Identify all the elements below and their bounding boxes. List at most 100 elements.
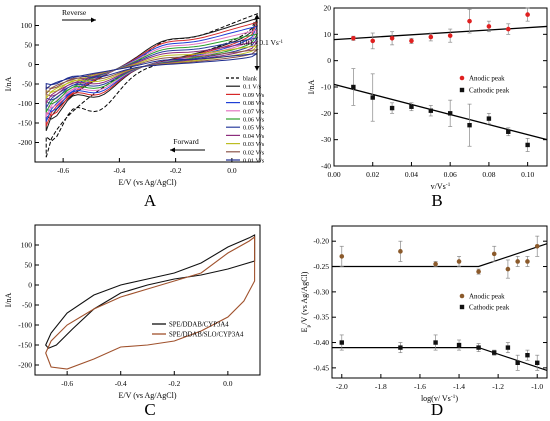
data-point bbox=[433, 261, 438, 267]
y-tick-label: -100 bbox=[18, 321, 32, 330]
legend-label: Cathodic peak bbox=[469, 304, 510, 312]
y-tick-label: 10 bbox=[324, 30, 332, 39]
data-point bbox=[515, 360, 520, 365]
cv-curve-0-04-V-s bbox=[45, 41, 259, 105]
data-point bbox=[456, 259, 462, 264]
legend-label: 0.05 V/s bbox=[243, 125, 265, 132]
y-tick-label: 100 bbox=[21, 241, 33, 250]
scan-range-annotation: 0.01 - 0.1 Vs-1 bbox=[240, 38, 283, 47]
plot-frame bbox=[333, 7, 548, 167]
y-tick-label: -40 bbox=[321, 162, 331, 171]
data-point bbox=[339, 340, 344, 345]
data-point bbox=[409, 38, 414, 44]
data-point bbox=[433, 340, 438, 345]
x-tick-label: -0.4 bbox=[115, 379, 127, 388]
y-tick-label: 50 bbox=[25, 41, 33, 50]
y-tick-label: -30 bbox=[321, 135, 331, 144]
y-tick-label: -100 bbox=[18, 99, 32, 108]
reverse-arrow-head bbox=[91, 17, 96, 23]
x-tick-label: -0.2 bbox=[170, 166, 182, 175]
data-point bbox=[476, 345, 481, 350]
y-tick-label: -0.45 bbox=[313, 363, 329, 372]
x-tick-label: 0.10 bbox=[521, 170, 534, 179]
legend-label: 0.02 V/s bbox=[243, 149, 265, 156]
data-point bbox=[486, 116, 492, 121]
data-point bbox=[506, 129, 511, 134]
cv-curve-0-1-V-s bbox=[45, 17, 259, 131]
y-axis-label: I/nA bbox=[4, 76, 13, 91]
data-point bbox=[370, 95, 375, 100]
plot-frame bbox=[34, 5, 261, 163]
data-point bbox=[456, 342, 462, 348]
y-axis-label: I/nA bbox=[4, 292, 13, 307]
y-tick-label: -10 bbox=[321, 83, 331, 92]
data-point bbox=[467, 122, 472, 128]
data-point bbox=[428, 108, 434, 113]
y-tick-label: 0 bbox=[327, 56, 331, 65]
data-point bbox=[505, 266, 511, 272]
x-axis-label-part: ) bbox=[455, 394, 458, 403]
y-axis-label: Ep/V (vs Ag/AgCl) bbox=[300, 271, 312, 332]
x-tick-label: 0.02 bbox=[366, 170, 379, 179]
legend-marker bbox=[459, 87, 465, 93]
data-point bbox=[467, 18, 472, 24]
scan-range-arrow-head-up bbox=[254, 14, 260, 19]
data-point bbox=[447, 111, 453, 116]
data-point bbox=[351, 35, 356, 41]
data-point bbox=[491, 251, 497, 257]
plot-frame bbox=[331, 225, 548, 379]
data-point bbox=[492, 350, 497, 355]
y-tick-label: -150 bbox=[18, 341, 32, 350]
legend-label: 0.1 V/s bbox=[243, 84, 262, 91]
x-axis-label: E/V (vs Ag/AgCl) bbox=[118, 391, 176, 400]
cv-curve-spe-ddab-slo-cyp3a4 bbox=[45, 235, 256, 370]
forward-annotation: Forward bbox=[173, 137, 199, 146]
y-tick-label: -0.25 bbox=[313, 262, 329, 271]
panel-label-c: C bbox=[144, 400, 155, 419]
data-point bbox=[525, 12, 530, 17]
fit-line bbox=[333, 83, 548, 141]
cv-curve-blank bbox=[45, 12, 259, 158]
data-point bbox=[398, 249, 403, 254]
reverse-annotation: Reverse bbox=[62, 8, 87, 17]
x-tick-label: -0.2 bbox=[168, 379, 180, 388]
y-tick-label: 0 bbox=[28, 281, 32, 290]
data-point bbox=[370, 38, 376, 44]
x-tick-label: 0.04 bbox=[405, 170, 418, 179]
legend-label: 0.09 V/s bbox=[243, 92, 265, 99]
panel-label-d: D bbox=[431, 400, 443, 419]
data-point bbox=[515, 259, 520, 264]
panel-a-chart: -0.6 -0.4 -0.2 0.0 -200 -150 -100 -50 0 50 100 E/V … bbox=[4, 5, 283, 187]
y-tick-label: 100 bbox=[21, 21, 33, 30]
x-axis-label: E/V (vs Ag/AgCl) bbox=[118, 178, 176, 187]
y-tick-label: -0.35 bbox=[313, 313, 329, 322]
legend-label: Anodic peak bbox=[469, 75, 505, 83]
scan-range-arrow-head-down bbox=[254, 66, 260, 71]
panel-label-a: A bbox=[144, 191, 157, 210]
x-tick-label: -1.4 bbox=[453, 382, 465, 391]
y-tick-label: -200 bbox=[18, 361, 32, 370]
data-point bbox=[389, 105, 395, 111]
data-point bbox=[535, 360, 540, 365]
legend-label: 0.06 V/s bbox=[243, 117, 265, 124]
y-tick-label: -0.40 bbox=[313, 338, 329, 347]
legend-label: blank bbox=[243, 76, 258, 83]
x-tick-label: 0.0 bbox=[227, 166, 237, 175]
data-point bbox=[428, 34, 434, 40]
data-point bbox=[398, 345, 403, 350]
data-point bbox=[389, 35, 395, 41]
x-tick-label: -1.8 bbox=[375, 382, 387, 391]
panel-label-b: B bbox=[431, 191, 442, 210]
x-tick-label: -2.0 bbox=[336, 382, 348, 391]
legend-marker bbox=[459, 304, 465, 310]
legend-label: Cathodic peak bbox=[469, 87, 510, 95]
x-axis-label-superscript: -1 bbox=[451, 394, 456, 400]
x-tick-label: 0.08 bbox=[482, 170, 495, 179]
scan-range-superscript: -1 bbox=[279, 40, 284, 45]
data-point bbox=[525, 353, 530, 358]
x-tick-label: -1.2 bbox=[492, 382, 504, 391]
x-tick-label: -1.0 bbox=[531, 382, 543, 391]
y-tick-label: -0.30 bbox=[313, 287, 329, 296]
panel-c-chart: -0.6 -0.4 -0.2 0.0 -200 -150 -100 -50 0 50 100 E/V … bbox=[4, 224, 261, 400]
